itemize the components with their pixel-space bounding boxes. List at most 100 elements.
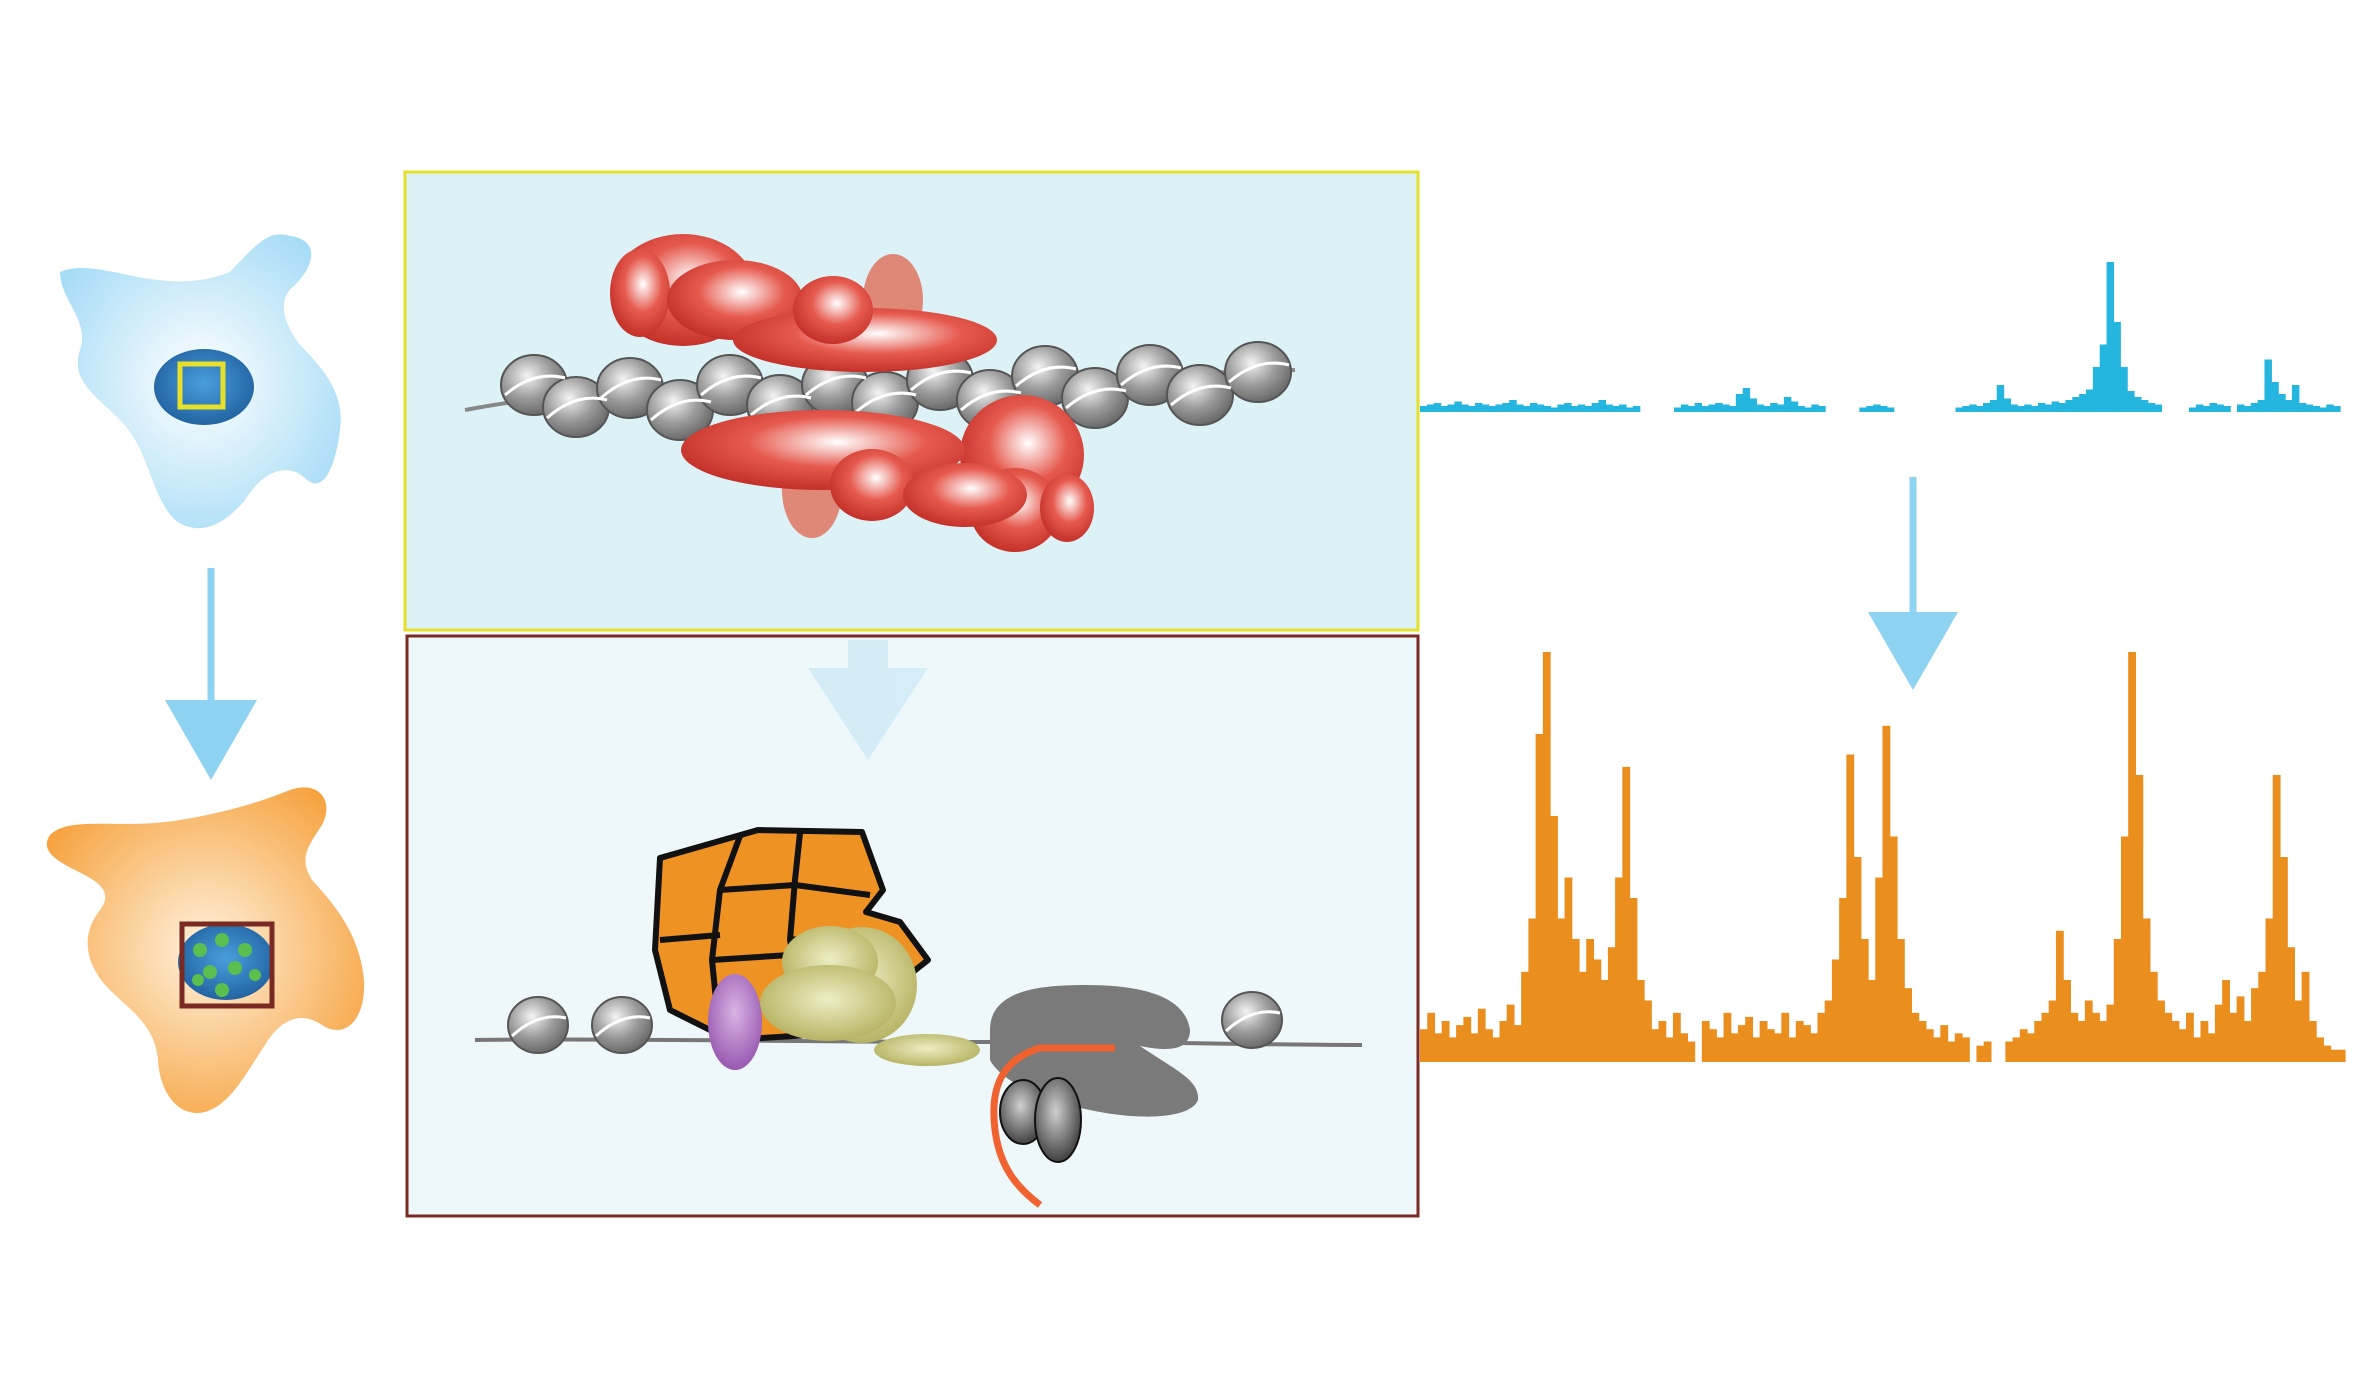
signal-bar: [2070, 1012, 2079, 1062]
signal-bar: [1875, 877, 1884, 1062]
signal-bar: [1543, 406, 1552, 412]
signal-bar: [1625, 407, 1634, 412]
signal-bar: [2099, 344, 2108, 412]
rna-transcript: [990, 1044, 1115, 1208]
signal-bar: [1605, 404, 1613, 412]
signal-bar: [1607, 947, 1616, 1062]
signal-bar: [2291, 385, 2300, 412]
signal-bar: [1716, 1037, 1725, 1062]
signal-bar: [2178, 1029, 2187, 1062]
signal-bar: [1873, 404, 1881, 412]
signal-bar: [2251, 988, 2259, 1062]
signal-bar: [1440, 406, 1449, 412]
signal-bar: [2316, 1037, 2324, 1062]
signal-bar: [1804, 407, 1812, 412]
signal-bar: [1853, 857, 1862, 1062]
signal-bar: [2236, 996, 2245, 1062]
signal-bar: [2333, 406, 2341, 412]
signal-bar: [2128, 652, 2137, 1062]
signal-bar: [2058, 403, 2066, 412]
nucleus-spots: [192, 933, 261, 997]
signal-bar: [1680, 404, 1689, 412]
signal-bar: [1564, 403, 1572, 412]
quiescent-cell-icon: [60, 234, 341, 529]
signal-bar: [1571, 939, 1580, 1062]
down-arrow-icon: [165, 568, 257, 780]
signal-bar: [2140, 400, 2149, 412]
signal-bar: [1818, 406, 1826, 412]
signal-bar: [1976, 1045, 1985, 1062]
signal-bar: [2024, 404, 2032, 412]
rna-polymerase: [990, 985, 1199, 1208]
signal-bar: [2134, 397, 2142, 412]
signal-bar: [2264, 359, 2272, 412]
signal-bar: [2120, 836, 2129, 1062]
signal-bar: [1742, 388, 1751, 412]
down-arrow-icon: [1868, 477, 1958, 690]
signal-bar: [1904, 988, 1913, 1062]
signal-bar: [1447, 404, 1455, 412]
signal-bar: [1752, 1037, 1761, 1062]
signal-bar: [2051, 401, 2060, 412]
signal-bar: [1749, 398, 1758, 412]
signal-bar: [1644, 1000, 1652, 1062]
signal-bar: [2298, 403, 2307, 412]
signal-bar: [1658, 1021, 1667, 1062]
signal-bar: [1495, 404, 1503, 412]
signal-bar: [1795, 1021, 1804, 1062]
signal-bar: [1492, 1037, 1501, 1062]
signal-bar: [2265, 918, 2274, 1062]
signal-bar: [1687, 1041, 1696, 1062]
signal-bar: [1996, 385, 2005, 412]
repressed-chromatin-panel: [403, 170, 1420, 632]
signal-bar: [1783, 397, 1792, 412]
signal-bar: [1521, 971, 1529, 1062]
signal-bar: [2031, 406, 2039, 412]
signal-bar: [2207, 1033, 2216, 1062]
signal-bar: [2243, 406, 2252, 412]
signal-bar: [1550, 816, 1558, 1062]
signal-bar: [2312, 406, 2321, 412]
signal-bar: [2214, 1004, 2223, 1062]
signal-bar: [2271, 382, 2279, 412]
signal-bar: [2142, 918, 2151, 1062]
signal-bar: [1536, 404, 1545, 412]
signal-bar: [1571, 406, 1579, 412]
signal-bar: [2106, 1004, 2115, 1062]
signal-bar: [2250, 403, 2259, 412]
signal-bar: [1947, 1041, 1956, 1062]
signal-bar: [1756, 404, 1764, 412]
signal-bar: [1803, 1025, 1811, 1062]
signal-bar: [1846, 754, 1855, 1062]
signal-bar: [1759, 1021, 1768, 1062]
signal-bar: [1918, 1021, 1927, 1062]
signal-bar: [1831, 959, 1840, 1062]
signal-bar: [1448, 1037, 1457, 1062]
signal-bar: [1709, 1029, 1717, 1062]
signal-bar: [1976, 406, 1984, 412]
signal-bar: [2012, 1037, 2021, 1062]
signal-bar: [1598, 400, 1606, 412]
signal-bar: [1770, 403, 1778, 412]
dna-wraps: [504, 361, 1290, 422]
signal-bar: [2257, 400, 2266, 412]
signal-bar: [1701, 1021, 1710, 1062]
signal-bar: [1781, 1012, 1790, 1062]
signal-bar: [2200, 1021, 2209, 1062]
signal-bar: [2003, 398, 2012, 412]
signal-bar: [2305, 404, 2314, 412]
signal-bar: [1584, 406, 1593, 412]
signal-bar: [1735, 394, 1744, 412]
nucleosome-array: [507, 991, 1283, 1054]
signal-bar: [1615, 877, 1623, 1062]
signal-bar: [2171, 1021, 2180, 1062]
signal-bar: [2216, 404, 2224, 412]
signal-bar: [2120, 367, 2128, 412]
signal-bar: [1550, 407, 1558, 412]
signal-bar: [1474, 403, 1483, 412]
signal-bar: [2223, 406, 2231, 412]
blue-signal-track: [1420, 262, 2341, 412]
inset-marker-brown: [179, 921, 275, 1009]
signal-bar: [1715, 403, 1723, 412]
